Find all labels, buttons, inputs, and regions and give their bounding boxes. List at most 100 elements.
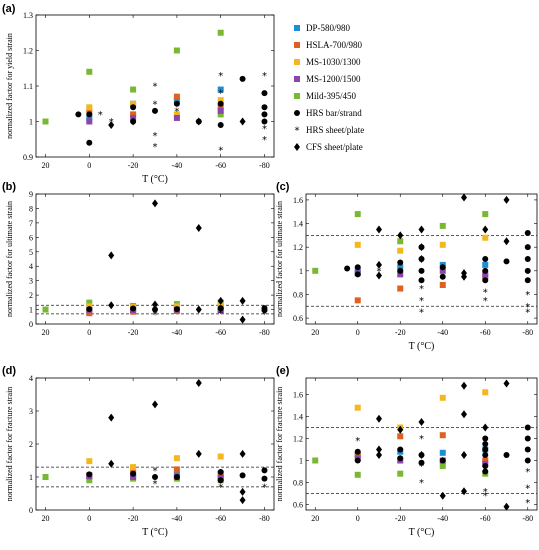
data-point-cfs-sheet-plate (418, 255, 425, 263)
data-point-hrs-bar-strand (261, 475, 268, 482)
data-point-ms-1200-1500 (439, 267, 446, 274)
panel-a: (a) 0.9 1 1.1 1.2 1.3 20 0 -20 -40 -60 -80 normalize… (2, 3, 275, 185)
data-point-mild-395-450 (312, 267, 319, 274)
legend-entry-ms-1030-1300: MS-1030/1300 (306, 57, 361, 67)
data-point-hrs-bar-strand (397, 267, 404, 274)
data-point-cfs-sheet-plate (375, 451, 382, 459)
x-tick-label: -20 (128, 328, 139, 337)
data-point-hrs-bar-strand (397, 455, 404, 462)
data-point-hrs-bar-strand (152, 474, 158, 480)
data-point-hrs-sheet-plate: * (153, 307, 158, 318)
data-point-hsla-700-980 (354, 452, 361, 458)
data-point-cfs-sheet-plate (375, 260, 382, 269)
data-point-mild-395-450 (42, 118, 49, 125)
x-tick-label: -40 (437, 514, 448, 523)
data-point-hrs-bar-strand (86, 306, 93, 313)
data-point-hrs-sheet-plate: * (525, 302, 530, 313)
data-point-hrs-bar-strand (482, 277, 489, 284)
data-point-cfs-sheet-plate (195, 223, 202, 232)
data-point-cfs-sheet-plate (108, 121, 115, 130)
data-point-cfs-sheet-plate (152, 400, 158, 409)
data-point-cfs-sheet-plate (461, 410, 468, 419)
legend-marker-dp-580-980 (294, 25, 300, 31)
data-point-ms-1030-1300 (439, 241, 446, 248)
y-tick-label: 0.6 (293, 314, 303, 323)
data-point-cfs-sheet-plate (239, 449, 246, 458)
y-tick-label: 1 (29, 473, 33, 482)
x-tick-label: -20 (395, 328, 406, 337)
data-point-cfs-sheet-plate (108, 413, 115, 422)
data-point-hsla-700-980 (217, 104, 224, 111)
data-point-hrs-sheet-plate: * (483, 491, 488, 502)
x-tick-label: -20 (128, 161, 139, 170)
data-point-ms-1030-1300 (482, 389, 489, 396)
data-point-ms-1200-1500 (130, 474, 137, 480)
data-point-hsla-700-980 (397, 285, 404, 292)
data-point-dp-580-980 (86, 114, 93, 121)
data-point-hrs-bar-strand (482, 446, 489, 453)
data-point-hrs-sheet-plate: * (218, 89, 223, 100)
data-point-mild-395-450 (86, 299, 93, 306)
data-point-ms-1200-1500 (86, 118, 93, 125)
x-tick-label: -60 (480, 328, 491, 337)
data-point-hrs-sheet-plate: * (174, 106, 179, 117)
x-axis-label: T (°C) (409, 527, 435, 538)
data-point-hrs-bar-strand (482, 256, 489, 262)
x-tick-label: 0 (356, 328, 360, 337)
data-point-mild-395-450 (439, 463, 446, 469)
data-point-hrs-bar-strand (524, 446, 531, 453)
legend-entry-dp-580-980: DP-580/980 (306, 23, 351, 33)
data-point-dp-580-980 (397, 264, 404, 271)
data-point-cfs-sheet-plate (375, 445, 382, 454)
legend-marker-cfs-sheet-plate (294, 143, 300, 151)
panel-c: (c) 0.6 0.8 1 1.2 1.4 1.6 20 0 -20 -40 -60 -80 normal… (275, 181, 538, 352)
data-point-hrs-bar-strand (418, 459, 425, 466)
y-axis-label: normalized factor for yield strain (5, 33, 14, 139)
data-point-mild-395-450 (173, 47, 180, 54)
data-point-hrs-bar-strand (439, 264, 446, 271)
data-point-cfs-sheet-plate (461, 451, 468, 459)
data-point-hrs-bar-strand (524, 424, 531, 431)
data-point-mild-395-450 (397, 470, 404, 477)
panel-b: (b) 0 1 2 3 4 5 6 7 8 9 20 0 -20 -40 -60 -80 normalized f… (2, 181, 275, 337)
panel-label: (b) (2, 181, 16, 193)
data-point-hsla-700-980 (439, 432, 446, 439)
data-point-hrs-bar-strand (418, 267, 425, 274)
data-point-ms-1030-1300 (482, 234, 489, 241)
y-tick-label: 0.8 (293, 290, 303, 299)
data-point-hrs-bar-strand (217, 469, 224, 476)
data-point-hrs-sheet-plate: * (262, 135, 267, 146)
data-point-hrs-bar-strand (482, 267, 489, 274)
data-point-cfs-sheet-plate (439, 491, 446, 500)
data-point-hrs-bar-strand (524, 457, 531, 464)
legend: DP-580/980 HSLA-700/980 MS-1030/1300 MS-120… (294, 23, 364, 152)
x-tick-label: -60 (215, 514, 226, 523)
data-point-ms-1030-1300 (86, 458, 93, 465)
data-point-cfs-sheet-plate (375, 414, 382, 423)
data-point-hrs-bar-strand (261, 307, 268, 314)
y-tick-label: 5 (29, 248, 33, 257)
data-point-cfs-sheet-plate (195, 449, 202, 458)
data-point-hrs-sheet-plate: * (525, 467, 530, 478)
data-point-hrs-bar-strand (354, 264, 361, 271)
x-tick-label: 20 (42, 328, 50, 337)
x-tick-label: 20 (311, 328, 319, 337)
y-axis-label: normalized factor for fracture strain (5, 387, 14, 502)
y-tick-label: 0.8 (293, 479, 303, 488)
y-axis-label: normalized factor for ultimate strain (5, 201, 14, 317)
data-point-cfs-sheet-plate (503, 195, 510, 204)
y-tick-label: 1 (29, 118, 33, 127)
data-point-ms-1200-1500 (173, 114, 180, 121)
data-point-hrs-bar-strand (261, 90, 268, 97)
x-axis-label: T (°C) (409, 341, 435, 352)
data-point-cfs-sheet-plate (461, 381, 468, 390)
y-tick-label: 7 (29, 219, 33, 228)
data-point-ms-1030-1300 (173, 455, 180, 462)
data-point-hrs-bar-strand (217, 305, 224, 312)
data-point-hsla-700-980 (397, 433, 404, 440)
data-point-hrs-bar-strand (482, 441, 489, 447)
data-point-mild-395-450 (217, 29, 224, 36)
y-tick-label: 1.2 (23, 47, 33, 56)
y-tick-label: 0 (29, 320, 33, 329)
x-tick-label: 0 (87, 161, 91, 170)
